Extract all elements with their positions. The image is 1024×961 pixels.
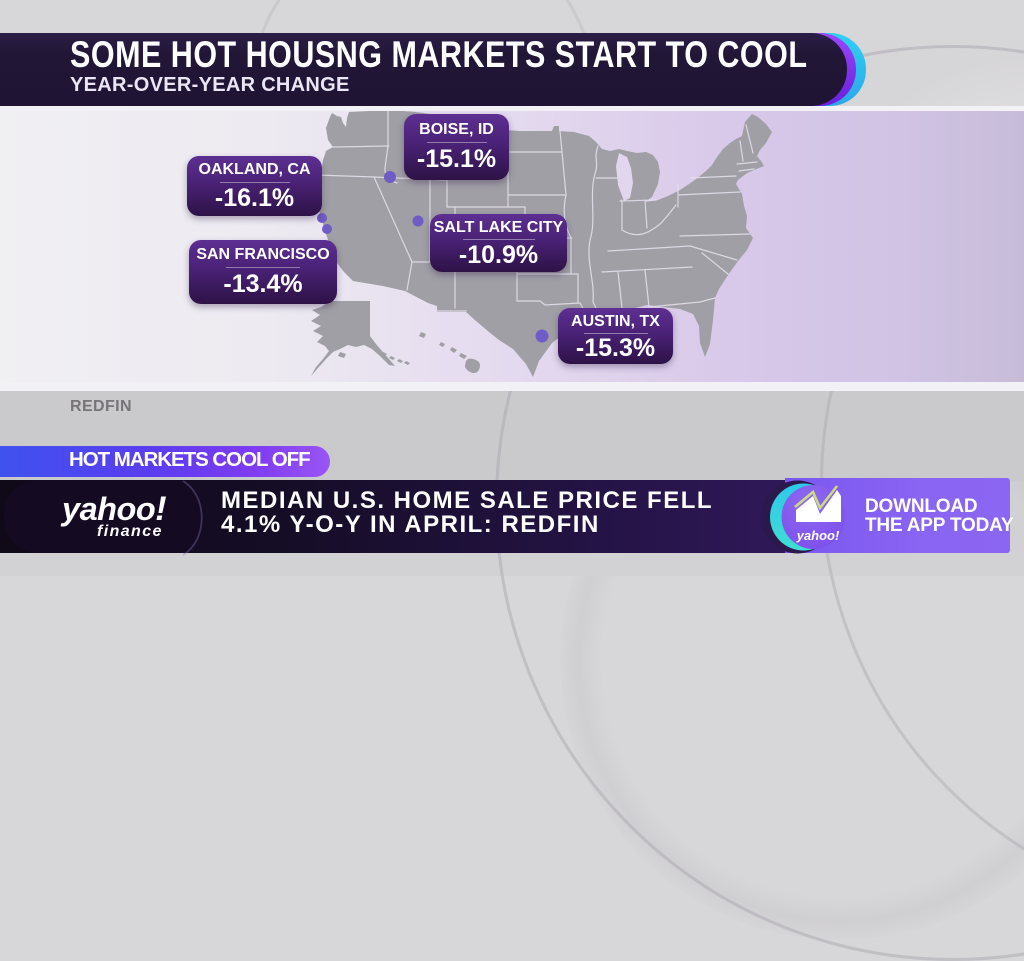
svg-text:yahoo!: yahoo! xyxy=(796,528,840,543)
